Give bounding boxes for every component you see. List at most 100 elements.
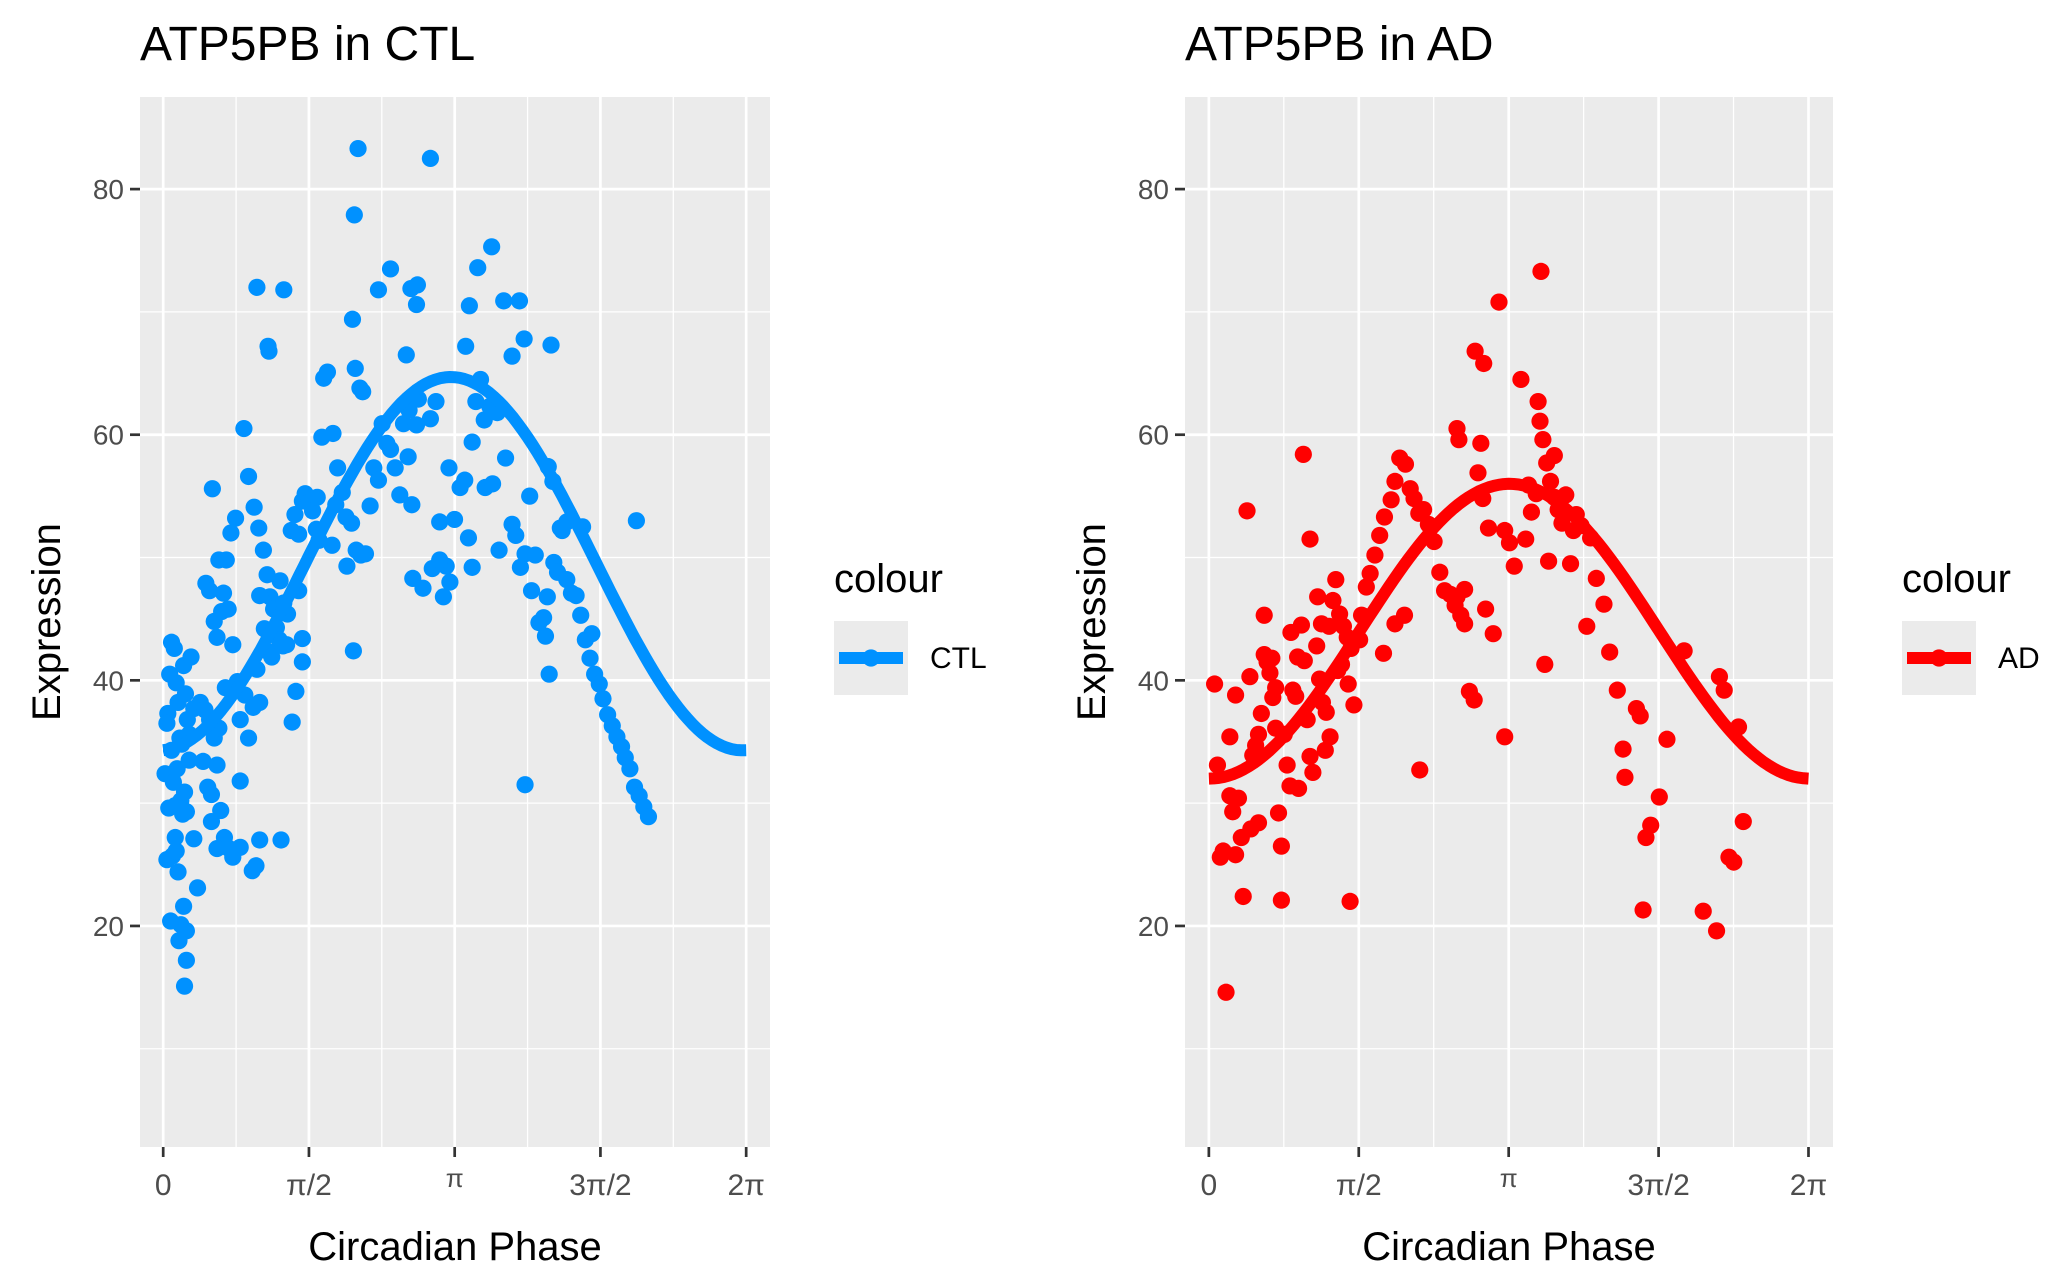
legend-key-point <box>1930 649 1948 667</box>
data-point <box>1287 687 1305 705</box>
data-point <box>1221 787 1239 805</box>
data-point <box>1536 655 1554 673</box>
data-point <box>1601 643 1619 661</box>
data-point <box>346 359 364 378</box>
data-point <box>182 648 200 666</box>
data-point <box>457 337 475 355</box>
data-point <box>1529 392 1547 411</box>
data-point <box>381 440 400 459</box>
data-point <box>245 498 263 516</box>
data-point <box>200 582 219 600</box>
data-point <box>434 588 453 606</box>
data-point <box>318 363 337 381</box>
data-point <box>583 625 601 643</box>
data-point <box>1545 446 1563 465</box>
data-point <box>1456 615 1474 633</box>
data-point <box>1395 606 1414 624</box>
data-point <box>431 513 449 531</box>
data-point <box>469 259 487 277</box>
data-point <box>1221 728 1239 746</box>
data-point <box>1272 837 1290 855</box>
data-point <box>408 276 427 294</box>
data-point <box>510 292 529 310</box>
data-point <box>1616 768 1634 786</box>
data-point <box>621 760 639 778</box>
data-point <box>1205 675 1224 693</box>
y-axis-title: Expression <box>1070 523 1114 721</box>
x-tick-label: 0 <box>1201 1169 1218 1202</box>
data-point <box>590 675 608 693</box>
data-point <box>1578 617 1596 635</box>
data-point <box>185 830 203 848</box>
x-axis-title: Circadian Phase <box>1362 1225 1656 1269</box>
axes: 20 40 60 80 0 π/2 π 3π/2 2π <box>1138 174 1827 1202</box>
data-point <box>507 526 525 545</box>
data-point <box>1541 472 1560 490</box>
data-point <box>445 510 464 529</box>
data-point <box>391 486 409 504</box>
data-point <box>202 785 221 804</box>
x-tick-label: 3π/2 <box>569 1169 631 1202</box>
x-tick-label: 2π <box>727 1169 764 1202</box>
data-point <box>180 751 198 769</box>
data-point <box>1642 816 1660 834</box>
data-point <box>231 772 249 790</box>
data-point <box>1631 707 1649 725</box>
legend: colour CTL <box>834 557 987 695</box>
data-point <box>277 636 296 654</box>
data-point <box>1561 555 1580 573</box>
data-point <box>399 448 417 466</box>
data-point <box>394 415 413 433</box>
data-point <box>1272 891 1290 909</box>
data-point <box>231 711 249 729</box>
data-point <box>250 519 268 537</box>
data-point <box>440 459 458 477</box>
legend-key-point <box>862 649 880 667</box>
data-point <box>176 685 195 703</box>
data-point <box>460 297 478 315</box>
fit-line <box>1207 477 1810 785</box>
data-point <box>558 571 576 589</box>
data-point <box>381 260 400 278</box>
data-point <box>407 416 426 434</box>
data-point <box>1475 354 1493 373</box>
data-point <box>1532 262 1550 280</box>
data-point <box>177 951 195 969</box>
data-point <box>496 449 515 467</box>
x-tick-label: 0 <box>155 1169 172 1202</box>
data-point <box>1226 846 1245 864</box>
data-point <box>203 480 221 498</box>
y-tick-label: 40 <box>93 665 124 696</box>
data-point <box>1658 730 1676 748</box>
data-point <box>463 558 481 576</box>
data-point <box>258 566 276 584</box>
data-point <box>1269 804 1288 822</box>
data-point <box>1263 649 1281 667</box>
data-point <box>495 292 513 310</box>
data-point <box>567 586 585 605</box>
y-tick-label: 40 <box>1138 665 1169 696</box>
data-point <box>1634 901 1652 919</box>
data-point <box>210 551 228 569</box>
data-point <box>1339 675 1357 693</box>
data-point <box>1479 519 1498 537</box>
data-point <box>1534 431 1552 449</box>
data-point <box>535 609 553 627</box>
data-point <box>594 690 612 708</box>
data-point <box>1414 501 1433 519</box>
data-point <box>188 879 207 897</box>
x-tick-label: 2π <box>1790 1169 1827 1202</box>
data-point <box>248 278 266 296</box>
data-point <box>1386 472 1404 490</box>
gridlines <box>140 97 770 1147</box>
data-point <box>1614 740 1632 758</box>
data-point <box>169 863 187 881</box>
y-tick-label: 20 <box>93 911 124 942</box>
data-point <box>175 977 194 995</box>
data-point <box>511 558 530 576</box>
data-point <box>219 600 237 618</box>
data-point <box>1374 644 1393 662</box>
data-point <box>251 586 269 605</box>
data-point <box>414 579 432 597</box>
data-point <box>1278 756 1296 774</box>
